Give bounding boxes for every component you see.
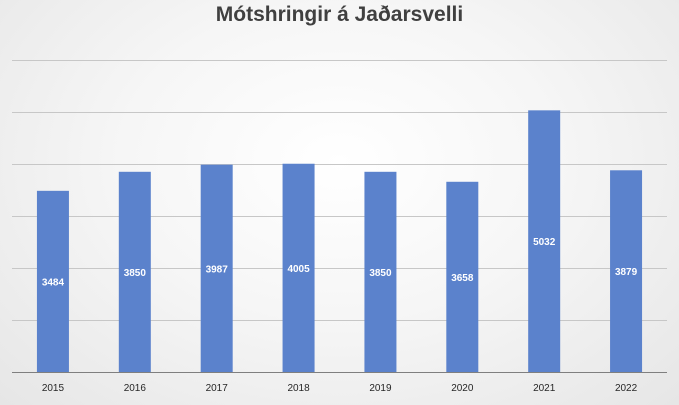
bar xyxy=(364,171,397,372)
x-tick-label: 2019 xyxy=(369,383,392,394)
data-label: 3484 xyxy=(42,277,65,288)
bar xyxy=(282,163,315,372)
data-label: 3879 xyxy=(615,267,638,278)
x-tick-label: 2015 xyxy=(42,383,65,394)
data-label: 5032 xyxy=(533,237,556,248)
bar xyxy=(528,110,561,372)
x-tick-label: 2016 xyxy=(124,383,147,394)
x-tick-label: 2017 xyxy=(206,383,229,394)
data-label: 3987 xyxy=(206,264,229,275)
bar xyxy=(610,170,643,372)
data-label: 3850 xyxy=(369,268,392,279)
x-tick-label: 2020 xyxy=(451,383,474,394)
bar xyxy=(446,181,479,372)
data-label: 4005 xyxy=(287,264,310,275)
x-tick-label: 2021 xyxy=(533,383,556,394)
bar xyxy=(36,190,69,372)
bar xyxy=(200,164,233,372)
bar xyxy=(118,171,151,372)
x-tick-label: 2018 xyxy=(287,383,310,394)
chart-title: Mótshringir á Jaðarsvelli xyxy=(215,3,464,26)
data-label: 3658 xyxy=(451,273,474,284)
x-tick-label: 2022 xyxy=(615,383,638,394)
data-label: 3850 xyxy=(124,268,147,279)
